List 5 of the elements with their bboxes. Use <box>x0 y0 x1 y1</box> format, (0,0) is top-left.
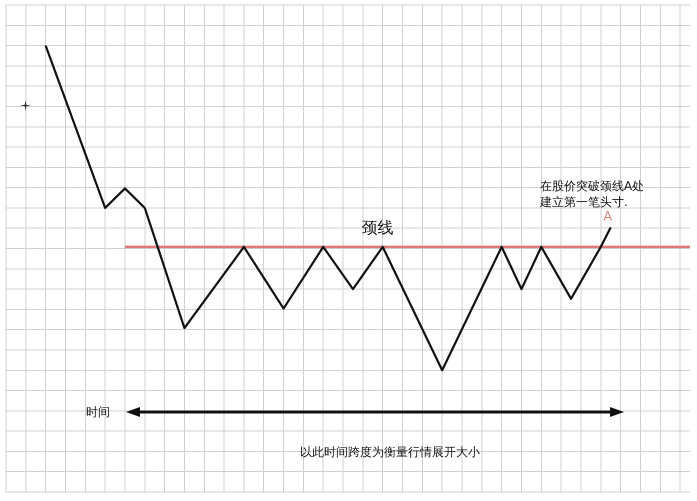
annotation: A <box>603 209 612 224</box>
ref-line-label: 颈线 <box>362 218 394 237</box>
text: 以此时间跨度为衡量行情展开大小 <box>300 444 480 460</box>
annotation: 在股价突破颈线A处建立第一笔头寸. <box>540 178 646 210</box>
text: 时间 <box>86 404 110 420</box>
